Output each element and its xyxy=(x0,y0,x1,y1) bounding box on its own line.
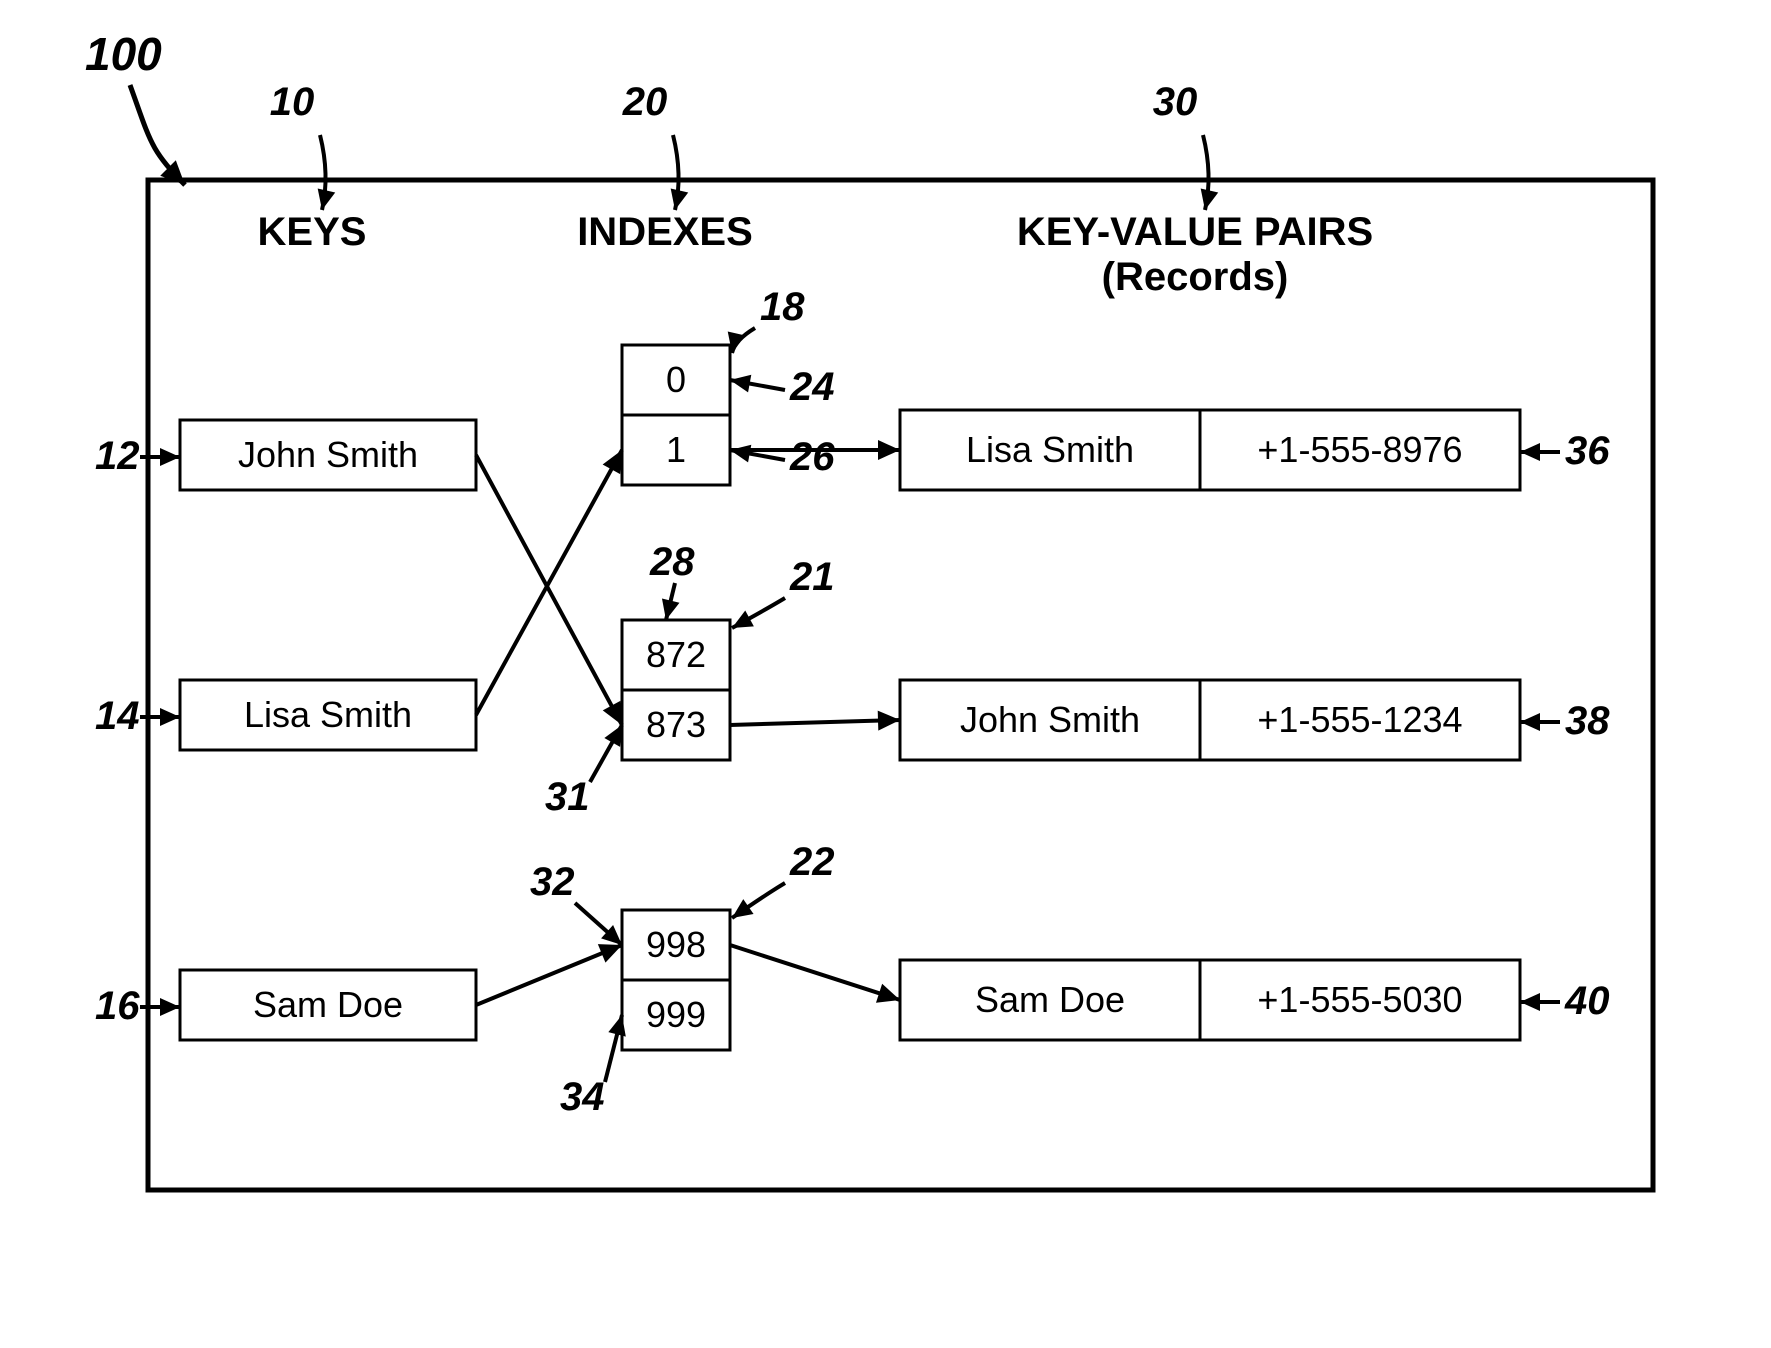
svg-text:999: 999 xyxy=(646,994,706,1035)
svg-text:30: 30 xyxy=(1153,80,1198,124)
svg-text:14: 14 xyxy=(95,694,140,738)
svg-text:KEY-VALUE PAIRS: KEY-VALUE PAIRS xyxy=(1017,210,1373,254)
svg-text:Lisa Smith: Lisa Smith xyxy=(966,429,1134,470)
svg-text:John Smith: John Smith xyxy=(960,699,1140,740)
svg-text:22: 22 xyxy=(789,840,835,884)
svg-text:26: 26 xyxy=(789,435,835,479)
svg-text:20: 20 xyxy=(622,80,668,124)
rec-john: John Smith +1-555-1234 38 xyxy=(900,680,1610,760)
rec-lisa: Lisa Smith +1-555-8976 36 xyxy=(900,410,1610,490)
svg-text:998: 998 xyxy=(646,924,706,965)
svg-text:+1-555-5030: +1-555-5030 xyxy=(1257,979,1462,1020)
svg-text:0: 0 xyxy=(666,359,686,400)
svg-text:INDEXES: INDEXES xyxy=(577,210,753,254)
svg-text:KEYS: KEYS xyxy=(258,210,367,254)
svg-text:Sam Doe: Sam Doe xyxy=(975,979,1125,1020)
svg-text:Sam Doe: Sam Doe xyxy=(253,984,403,1025)
svg-text:10: 10 xyxy=(270,80,315,124)
svg-text:100: 100 xyxy=(85,28,162,80)
rec-sam: Sam Doe +1-555-5030 40 xyxy=(900,960,1610,1040)
svg-text:872: 872 xyxy=(646,634,706,675)
svg-text:+1-555-8976: +1-555-8976 xyxy=(1257,429,1462,470)
svg-text:36: 36 xyxy=(1565,429,1610,473)
svg-text:(Records): (Records) xyxy=(1102,255,1289,299)
svg-text:16: 16 xyxy=(95,984,140,1028)
svg-text:18: 18 xyxy=(760,285,805,329)
svg-text:24: 24 xyxy=(789,365,835,409)
svg-text:40: 40 xyxy=(1564,979,1610,1023)
svg-text:873: 873 xyxy=(646,704,706,745)
svg-text:31: 31 xyxy=(545,775,590,819)
svg-text:28: 28 xyxy=(649,540,695,584)
svg-text:John Smith: John Smith xyxy=(238,434,418,475)
svg-text:21: 21 xyxy=(789,555,835,599)
svg-text:Lisa Smith: Lisa Smith xyxy=(244,694,412,735)
svg-text:12: 12 xyxy=(95,434,140,478)
svg-text:+1-555-1234: +1-555-1234 xyxy=(1257,699,1462,740)
svg-text:38: 38 xyxy=(1565,699,1610,743)
svg-text:34: 34 xyxy=(560,1075,605,1119)
svg-text:32: 32 xyxy=(530,860,575,904)
svg-text:1: 1 xyxy=(666,429,686,470)
